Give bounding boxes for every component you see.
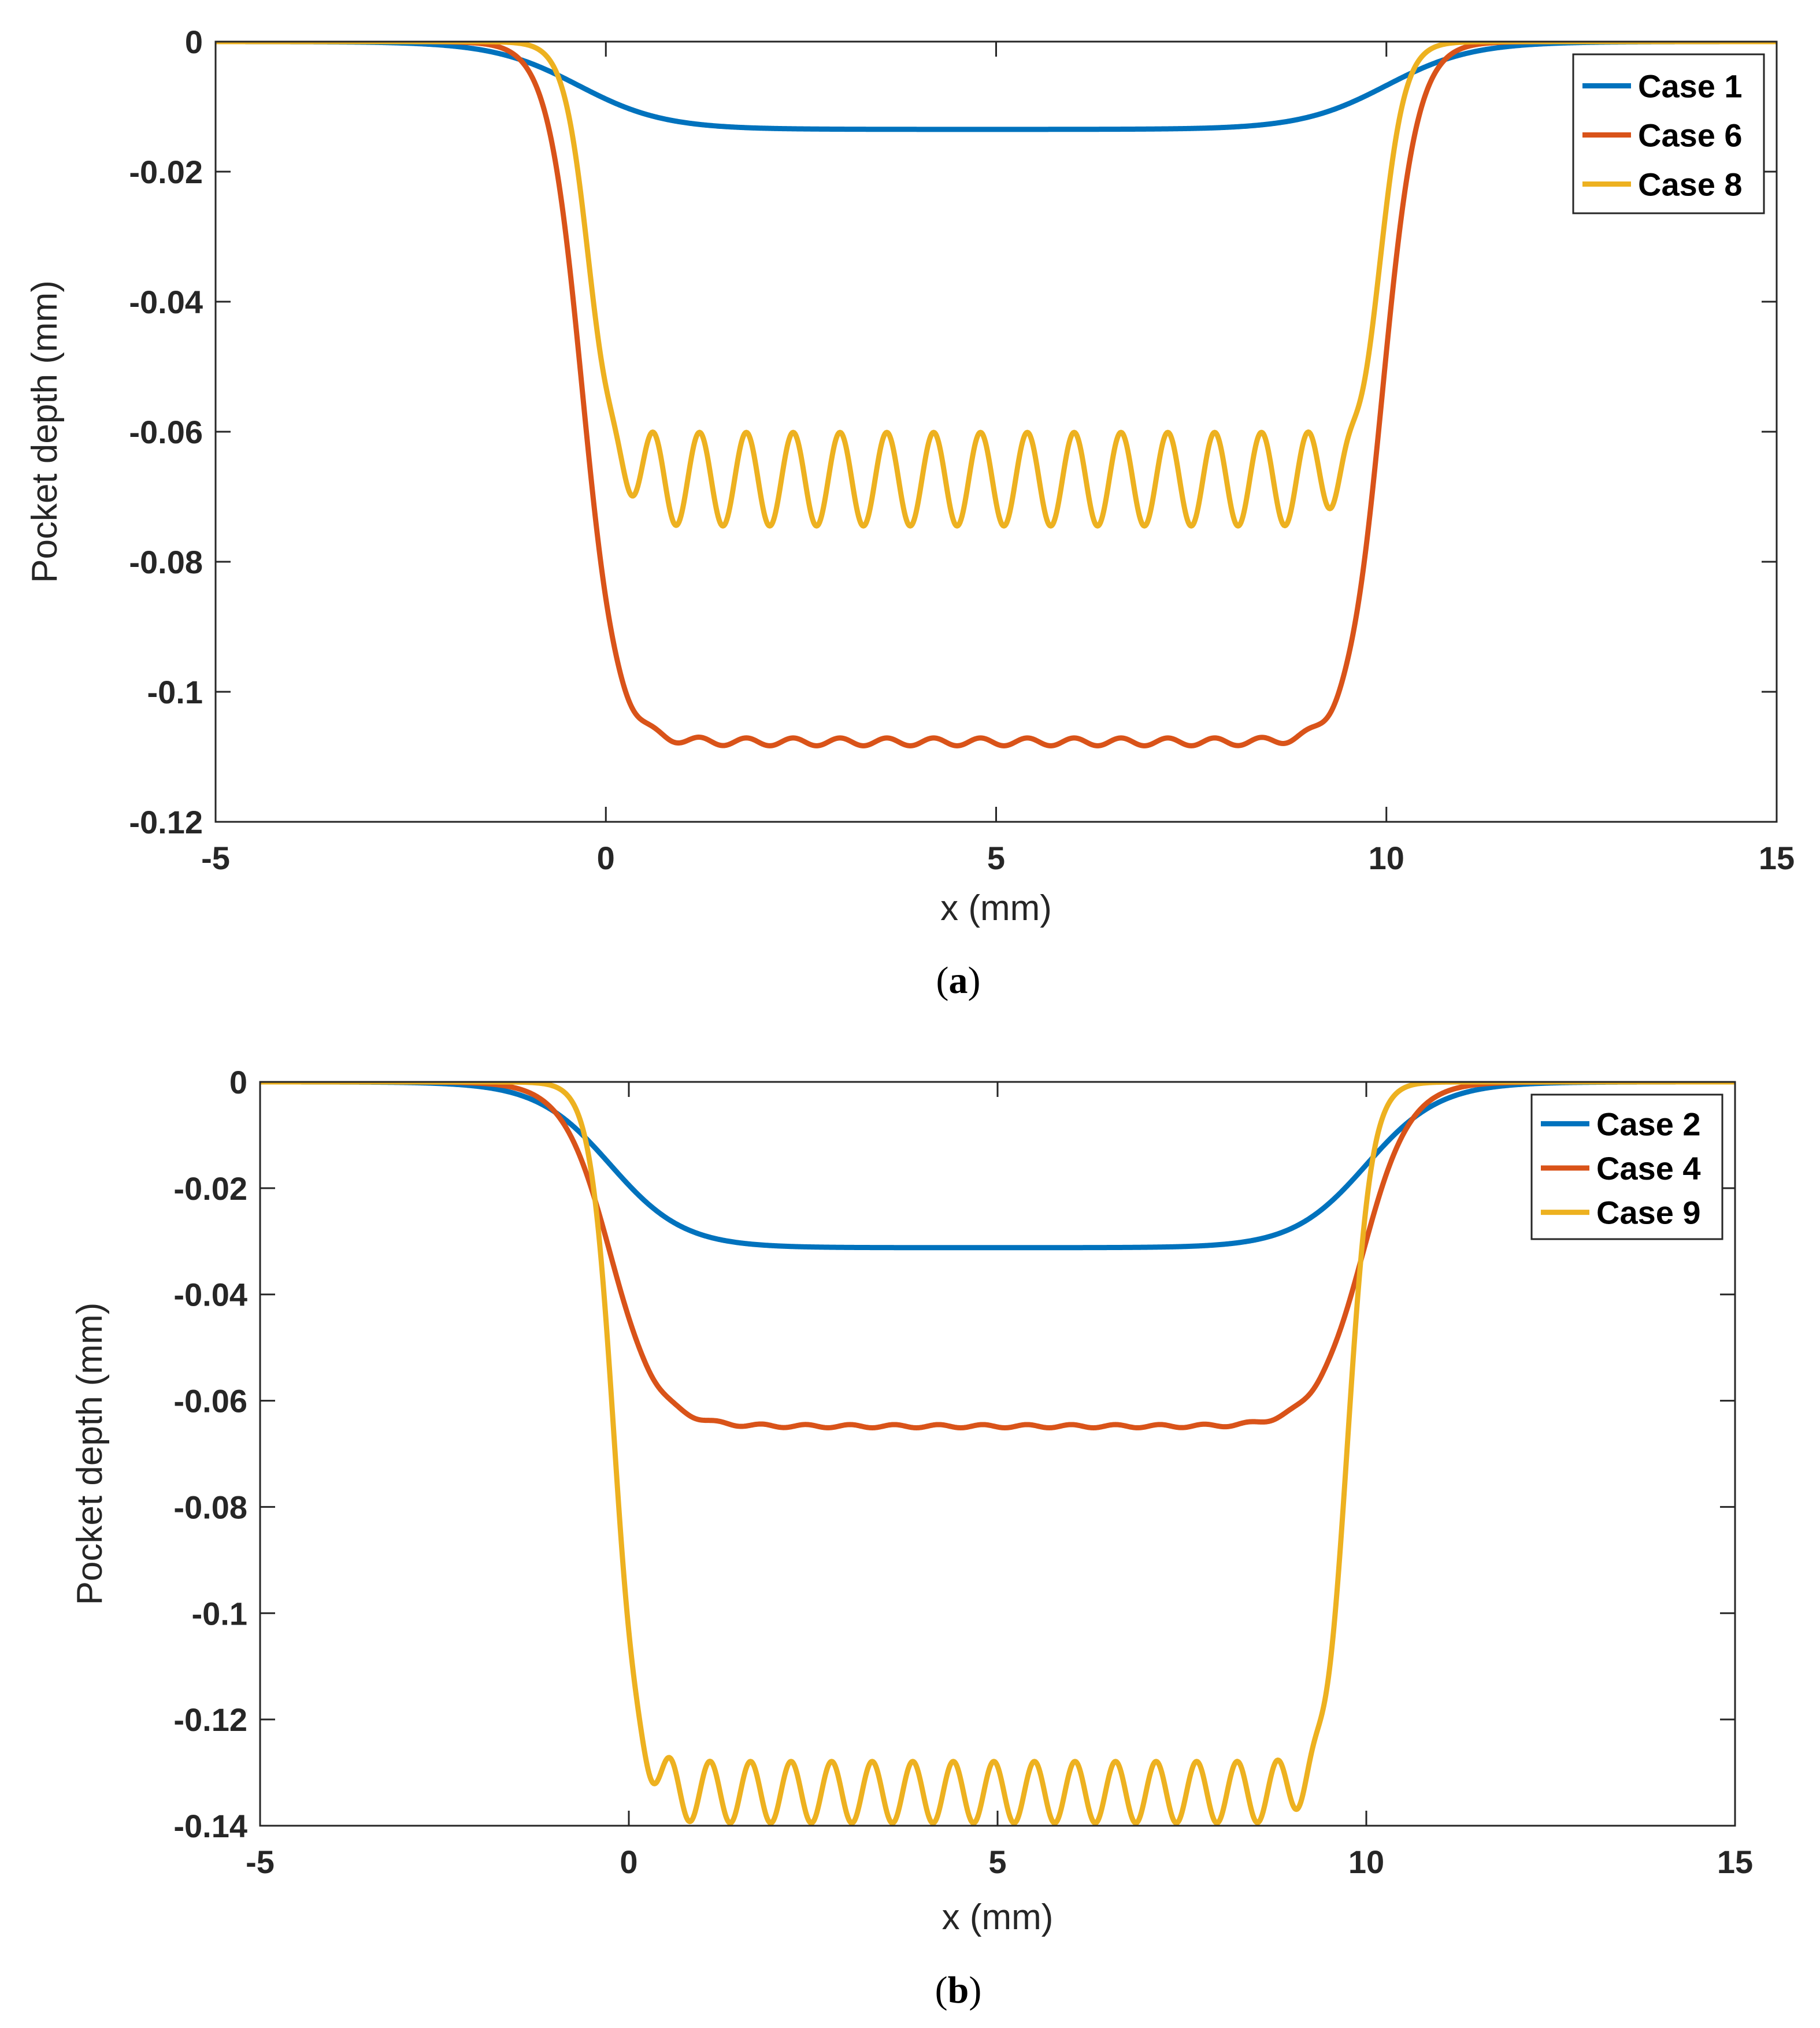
y-tick-label: -0.04 bbox=[173, 1277, 247, 1313]
y-tick-label: -0.1 bbox=[192, 1595, 248, 1632]
x-axis-label: x (mm) bbox=[940, 888, 1052, 928]
x-tick-label: 10 bbox=[1348, 1844, 1384, 1880]
series-line-case-2 bbox=[260, 1082, 1735, 1251]
legend-label: Case 1 bbox=[1638, 68, 1743, 105]
caption: (a) bbox=[936, 959, 981, 1002]
y-tick-label: -0.1 bbox=[147, 674, 203, 710]
legend: Case 2 Case 4 Case 9 bbox=[1530, 1093, 1723, 1240]
y-tick-label: 0 bbox=[185, 24, 203, 60]
y-tick-label: -0.12 bbox=[129, 804, 203, 840]
x-tick-label: -5 bbox=[201, 840, 230, 876]
legend-label: Case 4 bbox=[1596, 1150, 1701, 1187]
x-tick-label: 15 bbox=[1759, 840, 1795, 876]
y-axis-label: Pocket depth (mm) bbox=[25, 280, 65, 583]
x-tick-label: 15 bbox=[1717, 1844, 1753, 1880]
chart-a: -5 0 5 10 15 0 -0.02 -0.04 -0.06 -0.08 -0.1 -0.12 x … bbox=[25, 24, 1795, 1002]
legend-label: Case 2 bbox=[1596, 1106, 1701, 1142]
x-tick-label: -5 bbox=[246, 1844, 275, 1880]
x-axis-label: x (mm) bbox=[942, 1897, 1054, 1937]
caption-letter: a bbox=[949, 959, 968, 1002]
legend-label: Case 8 bbox=[1638, 166, 1743, 203]
y-tick-label: -0.02 bbox=[129, 154, 203, 190]
x-tick-label: 5 bbox=[987, 840, 1005, 876]
x-tick-label: 0 bbox=[620, 1844, 637, 1880]
series-line-case-1 bbox=[216, 42, 1777, 132]
x-tick-label: 0 bbox=[597, 840, 615, 876]
y-tick-label: -0.08 bbox=[173, 1489, 247, 1525]
y-tick-label: -0.02 bbox=[173, 1170, 247, 1207]
legend-label: Case 6 bbox=[1638, 117, 1743, 154]
y-tick-label: -0.04 bbox=[129, 284, 203, 320]
x-tick-label: 5 bbox=[988, 1844, 1006, 1880]
y-tick-label: -0.14 bbox=[173, 1808, 247, 1844]
chart-b: -5 0 5 10 15 0 -0.02 -0.04 -0.06 -0.08 -0.1 -0.12 -0… bbox=[70, 1064, 1753, 2011]
y-tick-label: -0.12 bbox=[173, 1701, 247, 1738]
y-tick-label: -0.06 bbox=[129, 414, 203, 450]
caption-letter: b bbox=[948, 1969, 969, 2011]
legend-label: Case 9 bbox=[1596, 1195, 1701, 1231]
x-tick-label: 10 bbox=[1369, 840, 1404, 876]
caption: (b) bbox=[935, 1969, 982, 2011]
legend: Case 1 Case 6 Case 8 bbox=[1572, 53, 1765, 214]
y-tick-label: -0.06 bbox=[173, 1383, 247, 1419]
y-tick-label: 0 bbox=[229, 1064, 247, 1100]
y-axis-label: Pocket depth (mm) bbox=[70, 1303, 110, 1606]
y-tick-label: -0.08 bbox=[129, 544, 203, 580]
